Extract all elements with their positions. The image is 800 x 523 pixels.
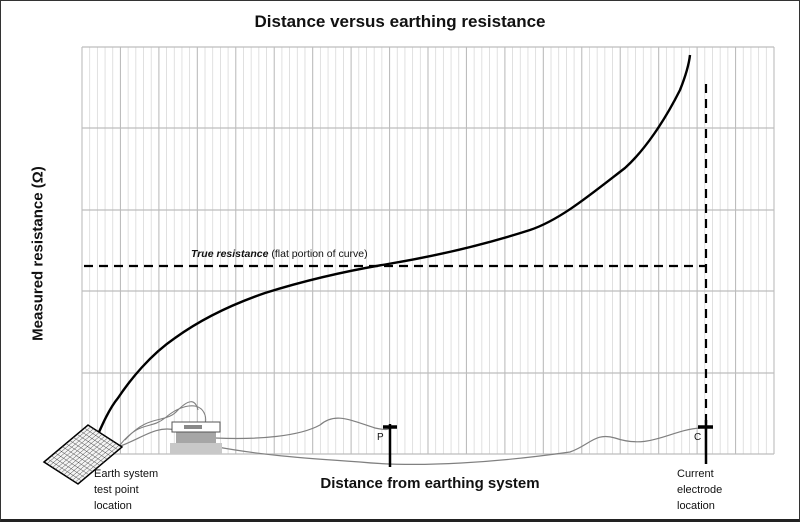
resistance-curve bbox=[90, 54, 692, 449]
ground-wire bbox=[114, 417, 701, 465]
x-axis-label: Distance from earthing system bbox=[320, 475, 540, 492]
earth-tester-meter bbox=[170, 421, 222, 454]
true-resistance-annotation: True resistance (flat portion of curve) bbox=[191, 248, 368, 260]
c-marker-label: C bbox=[694, 432, 702, 443]
p-marker-label: P bbox=[377, 432, 384, 443]
potential-probe-stake bbox=[383, 424, 397, 467]
earth-system-label: Earth system test point location bbox=[94, 468, 159, 512]
current-electrode-label: Current electrode location bbox=[677, 468, 723, 512]
chart-title: Distance versus earthing resistance bbox=[254, 12, 546, 31]
grid bbox=[81, 46, 775, 455]
current-electrode-stake bbox=[698, 420, 713, 464]
earth-mat bbox=[42, 424, 124, 485]
